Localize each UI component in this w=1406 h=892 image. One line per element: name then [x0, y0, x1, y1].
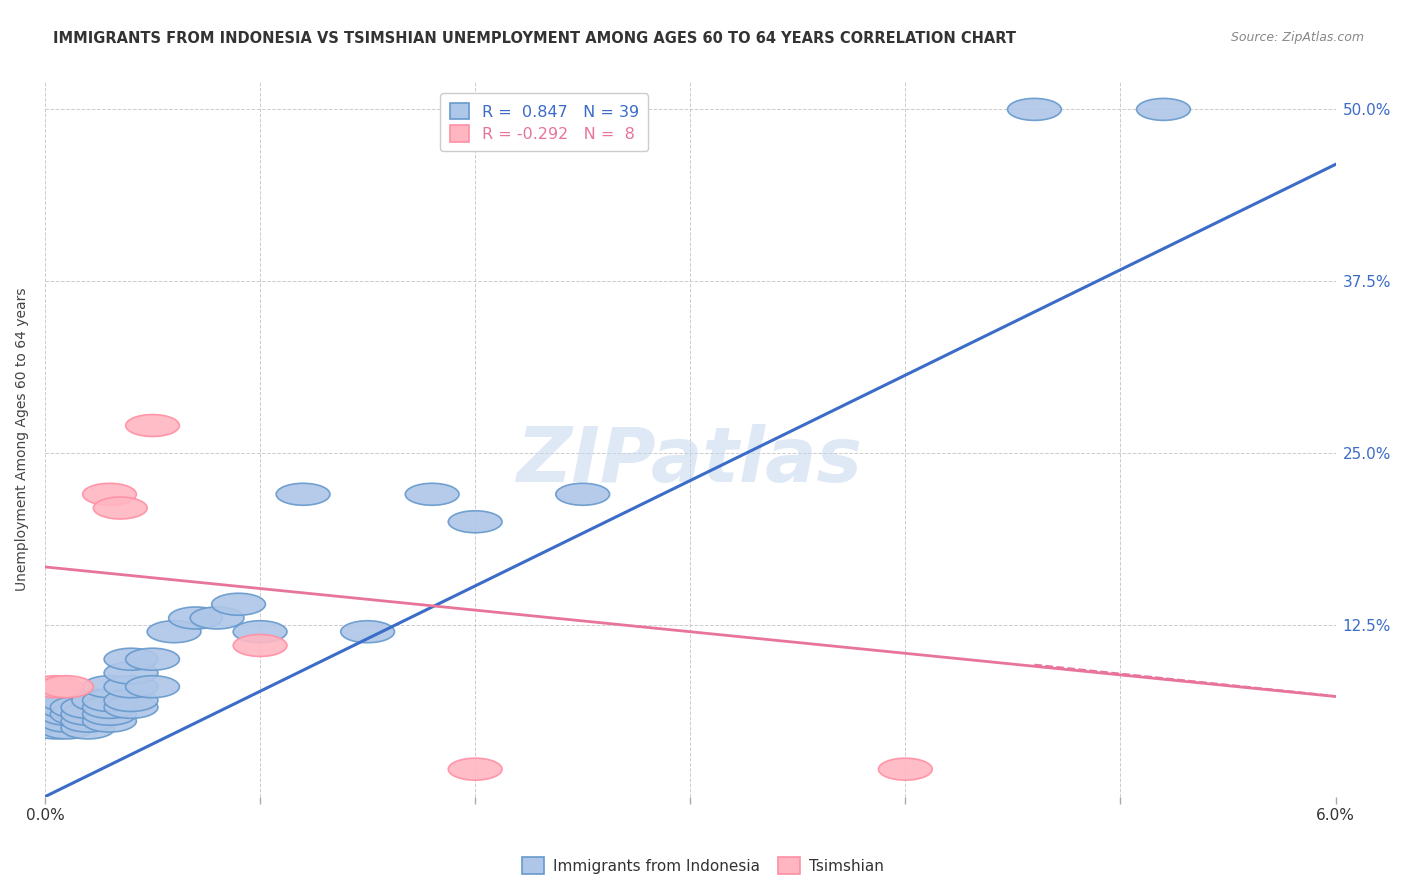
Text: ZIPatlas: ZIPatlas — [517, 424, 863, 498]
Ellipse shape — [190, 607, 243, 629]
Ellipse shape — [879, 758, 932, 780]
Ellipse shape — [39, 697, 93, 718]
Ellipse shape — [104, 690, 157, 712]
Ellipse shape — [233, 634, 287, 657]
Ellipse shape — [1008, 98, 1062, 120]
Legend: Immigrants from Indonesia, Tsimshian: Immigrants from Indonesia, Tsimshian — [516, 851, 890, 880]
Ellipse shape — [39, 676, 93, 698]
Ellipse shape — [449, 511, 502, 533]
Y-axis label: Unemployment Among Ages 60 to 64 years: Unemployment Among Ages 60 to 64 years — [15, 287, 30, 591]
Ellipse shape — [233, 621, 287, 643]
Ellipse shape — [125, 648, 180, 670]
Ellipse shape — [83, 697, 136, 718]
Ellipse shape — [1136, 98, 1191, 120]
Ellipse shape — [212, 593, 266, 615]
Ellipse shape — [83, 483, 136, 505]
Ellipse shape — [39, 717, 93, 739]
Ellipse shape — [276, 483, 330, 505]
Ellipse shape — [340, 621, 395, 643]
Text: Source: ZipAtlas.com: Source: ZipAtlas.com — [1230, 31, 1364, 45]
Ellipse shape — [83, 676, 136, 698]
Ellipse shape — [51, 697, 104, 718]
Ellipse shape — [83, 710, 136, 732]
Ellipse shape — [148, 621, 201, 643]
Ellipse shape — [60, 717, 115, 739]
Ellipse shape — [555, 483, 610, 505]
Ellipse shape — [39, 710, 93, 732]
Ellipse shape — [30, 676, 83, 698]
Ellipse shape — [60, 710, 115, 732]
Ellipse shape — [30, 703, 83, 725]
Ellipse shape — [30, 717, 83, 739]
Ellipse shape — [104, 676, 157, 698]
Ellipse shape — [60, 703, 115, 725]
Ellipse shape — [104, 648, 157, 670]
Ellipse shape — [51, 703, 104, 725]
Ellipse shape — [125, 415, 180, 436]
Ellipse shape — [405, 483, 458, 505]
Ellipse shape — [93, 497, 148, 519]
Text: IMMIGRANTS FROM INDONESIA VS TSIMSHIAN UNEMPLOYMENT AMONG AGES 60 TO 64 YEARS CO: IMMIGRANTS FROM INDONESIA VS TSIMSHIAN U… — [53, 31, 1017, 46]
Ellipse shape — [104, 662, 157, 684]
Ellipse shape — [83, 703, 136, 725]
Ellipse shape — [39, 690, 93, 712]
Ellipse shape — [72, 690, 125, 712]
Ellipse shape — [60, 697, 115, 718]
Ellipse shape — [39, 703, 93, 725]
Ellipse shape — [449, 758, 502, 780]
Ellipse shape — [125, 676, 180, 698]
Ellipse shape — [30, 710, 83, 732]
Legend: R =  0.847   N = 39, R = -0.292   N =  8: R = 0.847 N = 39, R = -0.292 N = 8 — [440, 94, 648, 152]
Ellipse shape — [104, 697, 157, 718]
Ellipse shape — [83, 690, 136, 712]
Ellipse shape — [169, 607, 222, 629]
